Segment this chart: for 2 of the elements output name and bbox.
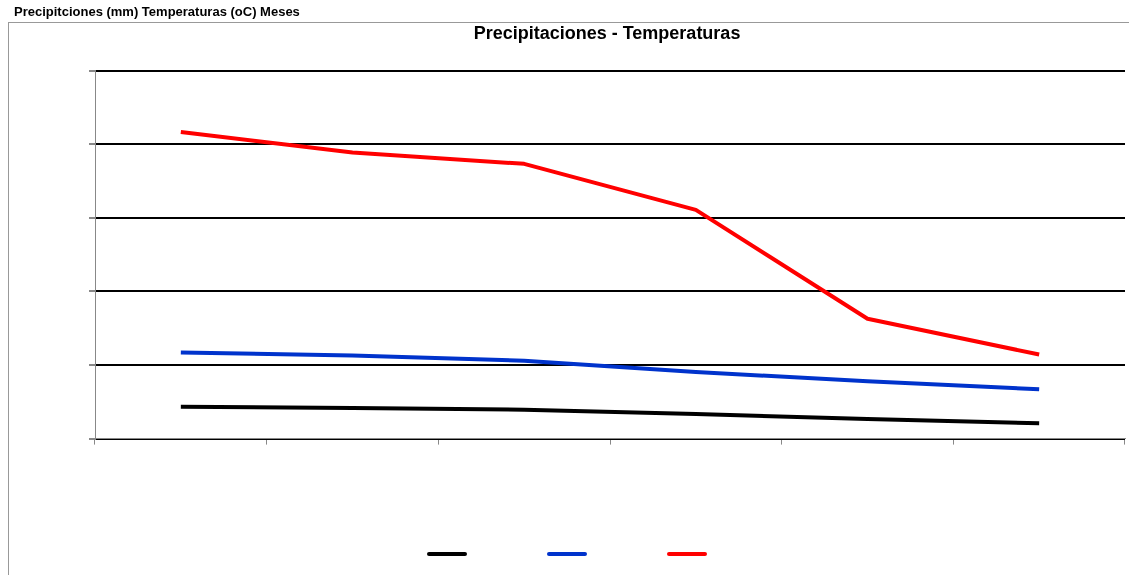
- text: Precipitciones (mm) Temperaturas (oC) Meses: [14, 4, 300, 19]
- chart-title: Precipitaciones - Temperaturas: [473, 22, 741, 43]
